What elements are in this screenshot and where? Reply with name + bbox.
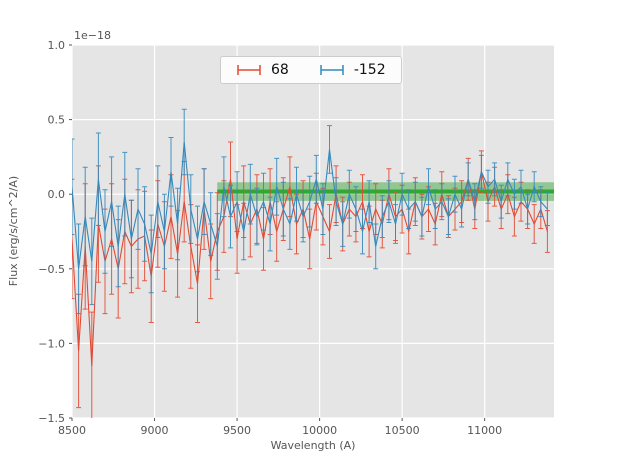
plot-content: 8500 9000 9500 10000 10500 11000 −1.5 −1.0 −0.5 0… (38, 39, 554, 437)
errorbar-glyph-blue (320, 65, 344, 75)
legend-entry-68: 68 (236, 62, 289, 78)
x-tick-label: 10500 (385, 424, 420, 437)
y-tick-label: −1.0 (38, 337, 65, 350)
y-tick-label: −1.5 (38, 412, 65, 425)
x-tick-label: 8500 (58, 424, 86, 437)
legend-entry-minus152: -152 (319, 62, 386, 78)
legend-label-68: 68 (271, 62, 289, 78)
plot-background (72, 45, 554, 418)
y-axis-label: Flux (erg/s/cm^2/A) (7, 176, 20, 286)
x-tick-label: 9000 (141, 424, 169, 437)
x-axis-label: Wavelength (A) (271, 439, 356, 452)
x-tick-label: 10000 (302, 424, 337, 437)
y-tick-label: 1.0 (48, 39, 66, 52)
y-tick-label: 0.0 (48, 188, 66, 201)
legend: 68 -152 (220, 56, 402, 84)
legend-label-minus152: -152 (353, 62, 386, 78)
y-tick-label: −0.5 (38, 263, 65, 276)
x-tick-label: 11000 (467, 424, 502, 437)
x-tick-label: 9500 (223, 424, 251, 437)
errorbar-glyph-red (237, 65, 261, 75)
y-tick-label: 0.5 (48, 114, 66, 127)
series-line--152 (72, 141, 548, 269)
y-axis-offset-text: 1e−18 (74, 29, 111, 42)
clipped-plot-layer (72, 108, 554, 418)
